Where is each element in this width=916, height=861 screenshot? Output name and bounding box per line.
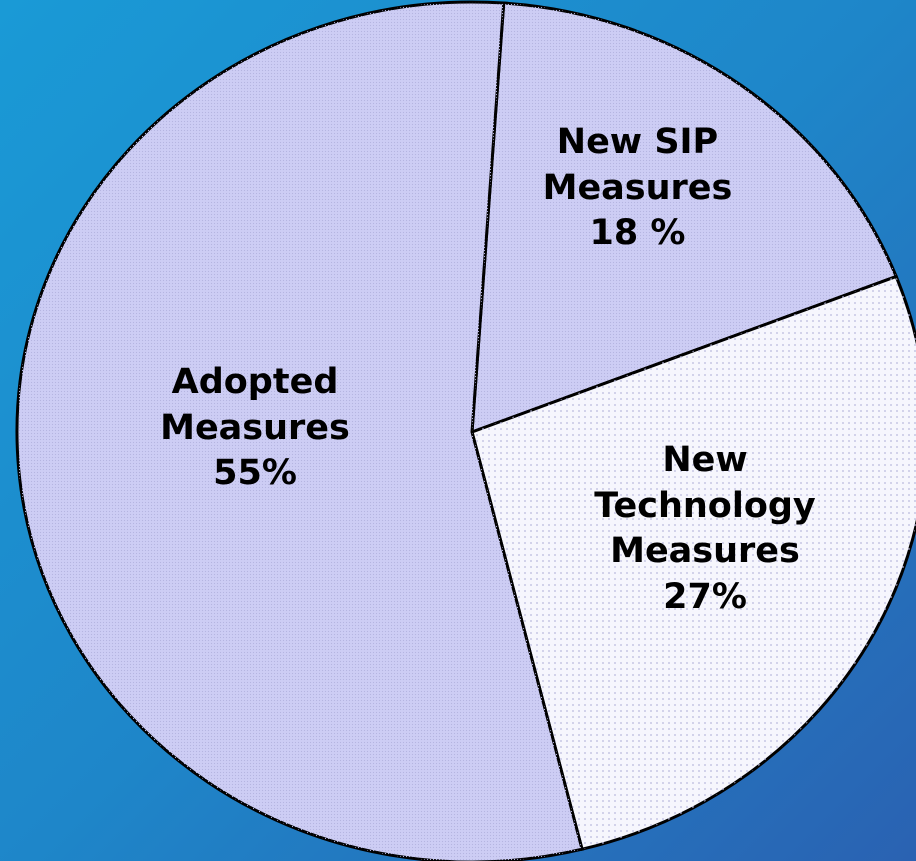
category-label: New SIP Measures (542, 122, 733, 208)
pie-slice-texture (17, 2, 583, 861)
slice-label: New Technology Measures 27% (560, 438, 850, 620)
slice-label: New SIP Measures 18 % (520, 120, 755, 257)
slice-label: Adopted Measures 55% (120, 360, 390, 497)
category-label: Adopted Measures (160, 362, 350, 448)
category-label: New Technology Measures (594, 440, 816, 571)
value-label: 27% (663, 576, 747, 617)
pie-slice-texture (472, 3, 897, 433)
pie-slice-texture (472, 276, 916, 850)
value-label: 55% (213, 453, 297, 493)
value-label: 18 % (589, 213, 686, 253)
